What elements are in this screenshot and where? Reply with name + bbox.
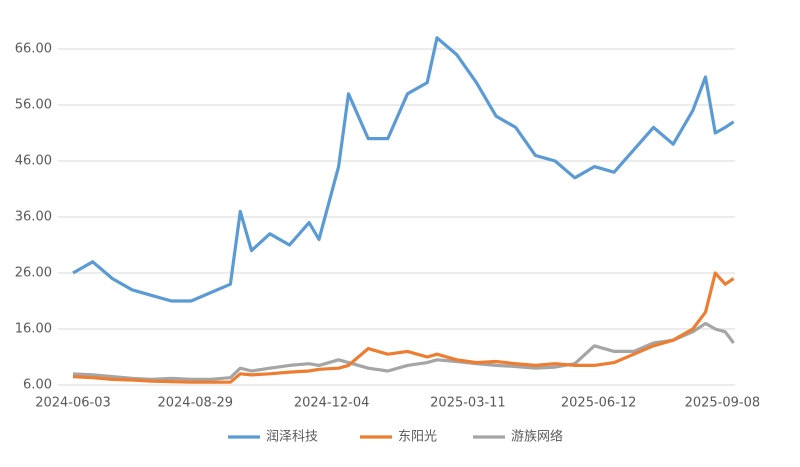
y-tick-label: 6.00 [23,378,52,393]
x-tick-label: 2025-09-08 [685,396,761,411]
y-tick-label: 16.00 [15,322,52,337]
legend-label: 东阳光 [398,430,437,445]
x-tick-label: 2024-12-04 [294,396,370,411]
x-tick-label: 2024-08-29 [157,396,233,411]
y-tick-label: 66.00 [15,42,52,57]
series-line [72,321,735,381]
series-line [72,271,735,384]
y-tick-label: 26.00 [15,266,52,281]
y-tick-label: 46.00 [15,154,52,169]
x-tick-label: 2025-03-11 [430,396,506,411]
legend-label: 游族网络 [511,429,563,445]
legend-label: 润泽科技 [266,430,318,445]
series-line [72,36,735,303]
x-tick-label: 2025-06-12 [561,396,637,411]
y-tick-label: 56.00 [15,98,52,113]
x-tick-label: 2024-06-03 [35,396,111,411]
y-tick-label: 36.00 [15,210,52,225]
